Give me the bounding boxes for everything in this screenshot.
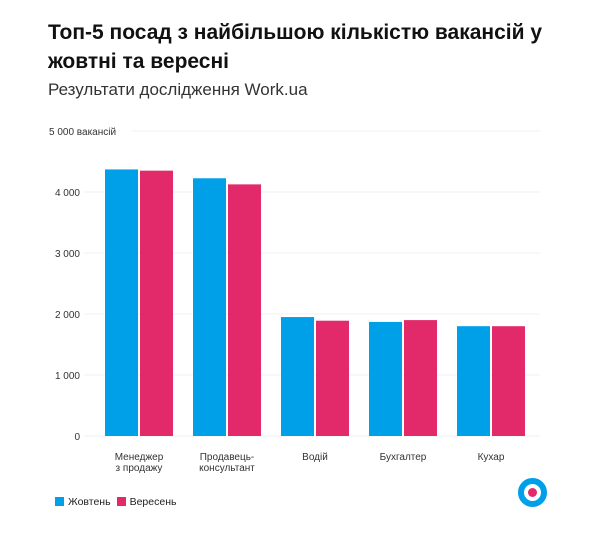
bar-october bbox=[193, 178, 226, 436]
legend-swatch bbox=[116, 497, 126, 506]
x-tick-label: Продавець- bbox=[200, 452, 255, 463]
legend: Жовтень Вересень bbox=[55, 496, 176, 508]
x-tick-label: консультант bbox=[199, 463, 255, 474]
bar-september bbox=[316, 320, 349, 436]
x-tick-label: Бухгалтер bbox=[380, 452, 427, 463]
y-tick-label: 0 bbox=[74, 432, 80, 443]
bar-october bbox=[105, 169, 138, 436]
bar-september bbox=[140, 170, 173, 436]
bar-october bbox=[281, 317, 314, 436]
legend-label: Жовтень bbox=[68, 496, 111, 508]
legend-item-october[interactable]: Жовтень bbox=[55, 496, 111, 508]
x-tick-label: Водій bbox=[302, 452, 328, 463]
bar-october bbox=[369, 321, 402, 436]
bar-september bbox=[492, 326, 525, 436]
y-tick-label: 3 000 bbox=[55, 249, 80, 260]
bar-september bbox=[228, 184, 261, 436]
chart-subtitle: Результати дослідження Work.ua bbox=[48, 80, 308, 99]
chart-title: Топ-5 посад з найбільшою кількістю вакан… bbox=[48, 21, 543, 73]
legend-swatch bbox=[55, 497, 64, 506]
y-tick-label: 5 000 вакансій bbox=[49, 127, 116, 138]
y-tick-label: 2 000 bbox=[55, 310, 80, 321]
bar-october bbox=[457, 326, 490, 436]
legend-item-september[interactable]: Вересень bbox=[116, 496, 177, 508]
x-tick-label: Кухар bbox=[478, 452, 505, 463]
x-tick-label: з продажу bbox=[116, 463, 163, 474]
legend-label: Вересень bbox=[129, 496, 177, 508]
workua-logo-icon bbox=[518, 478, 547, 507]
y-tick-label: 1 000 bbox=[55, 371, 80, 382]
x-tick-label: Менеджер bbox=[115, 452, 164, 463]
bar-september bbox=[404, 320, 437, 436]
y-tick-label: 4 000 bbox=[55, 188, 80, 199]
